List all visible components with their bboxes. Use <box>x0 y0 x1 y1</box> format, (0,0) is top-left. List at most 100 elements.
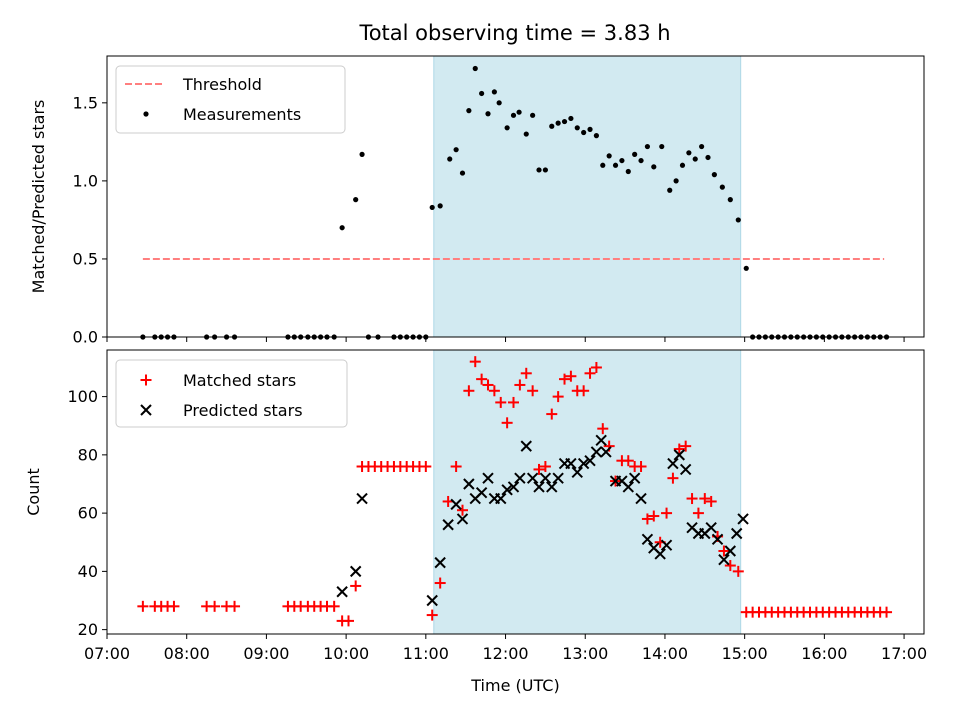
x-stroke-b <box>546 481 558 493</box>
measurement-point <box>516 109 522 115</box>
measurement-point <box>719 184 725 190</box>
x-stroke-b <box>463 478 475 490</box>
measurement-point <box>612 162 619 168</box>
measurement-point <box>632 151 638 157</box>
x-stroke-b <box>600 446 612 458</box>
measurement-point <box>651 164 657 170</box>
predicted-stars-series <box>336 434 749 607</box>
x-stroke-b <box>450 498 462 511</box>
matched-star-point <box>488 385 500 397</box>
predicted-star-point <box>526 472 539 484</box>
measurement-point <box>705 154 711 161</box>
matched-star-point <box>469 356 481 368</box>
matched-star-point <box>350 580 362 592</box>
matched-star-point <box>578 385 590 397</box>
predicted-star-point <box>482 472 494 484</box>
matched-star-point <box>456 504 468 516</box>
x-stroke-b <box>595 434 607 447</box>
observing-span-shade <box>433 55 742 338</box>
matched-star-point <box>641 513 653 525</box>
predicted-star-point <box>565 457 577 470</box>
x-tick-label: 17:00 <box>881 644 927 663</box>
bottom-panel: 20 40 60 80 100 07:00 08:00 09:00 10:00 11:00 12:… <box>24 349 927 695</box>
legend-frame <box>115 359 348 428</box>
x-stroke-b <box>616 475 628 487</box>
matched-star-point <box>705 495 717 507</box>
legend-measurements-label: Measurements <box>183 105 301 124</box>
matched-star-point <box>501 417 513 429</box>
matched-star-point <box>667 472 679 484</box>
x-stroke-b <box>482 472 494 484</box>
x-stroke-b <box>426 594 438 607</box>
measurement-point <box>447 156 453 162</box>
x-stroke-b <box>140 404 152 416</box>
predicted-star-point <box>590 446 603 458</box>
bottom-y-ticks: 20 40 60 80 100 <box>67 387 107 639</box>
matched-star-point <box>622 455 634 467</box>
matched-star-point <box>546 408 558 420</box>
measurement-point <box>679 162 686 168</box>
x-stroke-b <box>648 542 660 554</box>
measurement-point <box>536 167 542 173</box>
predicted-star-point <box>635 492 647 505</box>
x-tick-label: 11:00 <box>403 644 449 663</box>
top-y-ticks: 0.0 0.5 1.0 1.5 <box>73 93 107 347</box>
matched-star-point <box>527 385 539 397</box>
measurement-point <box>555 120 561 126</box>
predicted-star-point <box>724 545 737 557</box>
predicted-star-point <box>571 466 583 479</box>
predicted-star-point <box>463 478 475 490</box>
measurement-point <box>667 187 673 193</box>
measurement-point <box>686 150 692 156</box>
x-tick-label: 08:00 <box>164 644 210 663</box>
matched-star-point <box>463 385 475 397</box>
matched-star-point <box>881 606 893 618</box>
predicted-star-point <box>679 463 692 476</box>
x-stroke-b <box>641 533 654 546</box>
x-stroke-b <box>456 513 469 525</box>
measurement-point <box>727 197 733 203</box>
predicted-star-point <box>495 492 507 505</box>
matched-star-point <box>590 361 602 373</box>
matched-star-point <box>680 440 692 452</box>
measurement-point <box>581 129 587 136</box>
legend-threshold-label: Threshold <box>182 75 262 94</box>
predicted-star-point <box>737 513 749 525</box>
measurement-point <box>542 167 548 173</box>
matched-star-point <box>209 600 221 612</box>
predicted-star-point <box>426 594 438 607</box>
x-stroke-b <box>590 446 603 458</box>
measurement-point <box>659 143 665 150</box>
x-tick-label: 16:00 <box>801 644 847 663</box>
y-tick-label: 1.0 <box>73 171 98 190</box>
matched-star-point <box>559 373 571 385</box>
measurement-point <box>692 156 698 162</box>
matched-star-point <box>692 507 704 519</box>
y-tick-label: 1.5 <box>73 93 98 112</box>
predicted-star-point <box>711 533 724 546</box>
legend-matched-label: Matched stars <box>183 371 296 390</box>
legend-predicted-label: Predicted stars <box>183 401 303 420</box>
matched-star-point <box>434 577 446 589</box>
x-stroke-b <box>724 545 737 557</box>
x-stroke-b <box>495 492 507 505</box>
matched-star-point <box>718 545 730 557</box>
matched-star-point <box>168 600 180 612</box>
matched-star-point <box>724 560 736 572</box>
bottom-legend: Matched stars Predicted stars <box>115 359 348 428</box>
predicted-star-point <box>356 492 368 505</box>
predicted-star-point <box>501 484 513 496</box>
predicted-star-point <box>595 434 607 447</box>
measurement-point <box>479 90 485 97</box>
x-stroke-b <box>584 454 596 467</box>
legend-matched-swatch <box>140 374 152 386</box>
top-panel: 0.0 0.5 1.0 1.5 Matched/Predicted stars Thr… <box>29 55 925 347</box>
x-stroke-b <box>501 484 513 496</box>
top-x-ticks <box>106 337 905 342</box>
bottom-y-axis-label: Count <box>24 468 43 516</box>
matched-star-point <box>450 461 462 473</box>
measurement-point <box>735 217 741 223</box>
measurement-point <box>711 172 717 178</box>
predicted-star-point <box>539 472 552 484</box>
